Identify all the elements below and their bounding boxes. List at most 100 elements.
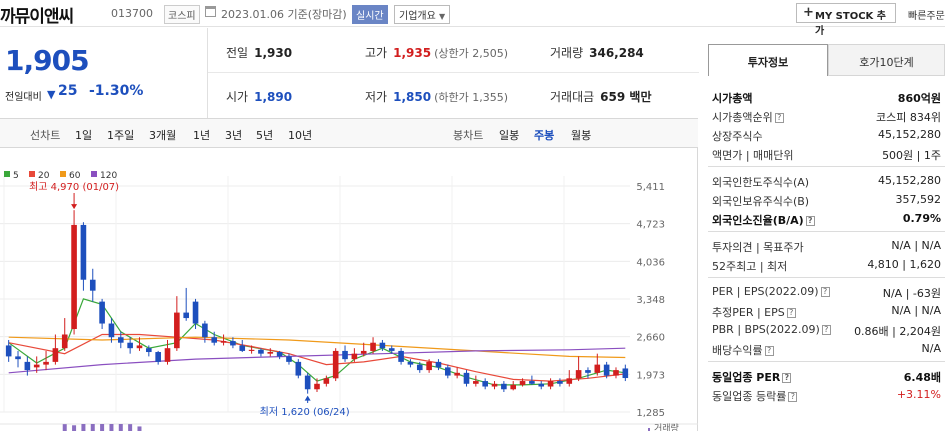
candle-body <box>5 345 12 357</box>
candle-body <box>519 381 526 385</box>
help-icon[interactable]: ? <box>820 287 830 297</box>
help-icon[interactable]: ? <box>805 216 815 226</box>
period-3m[interactable]: 3개월 <box>149 129 177 142</box>
period-1w[interactable]: 1주일 <box>107 129 135 142</box>
help-icon[interactable]: ? <box>774 113 784 123</box>
my-stock-add-button[interactable]: + MY STOCK 추가 <box>796 3 896 37</box>
candle-body <box>351 353 358 360</box>
candle-body <box>295 361 302 376</box>
help-icon[interactable]: ? <box>764 346 774 356</box>
info-row-label: PER | EPS(2022.09)? <box>712 285 830 298</box>
candle-body <box>407 361 414 365</box>
candle-body <box>613 370 619 376</box>
candle-body <box>388 348 395 351</box>
current-price: 1,905 <box>5 44 90 77</box>
candle-body <box>89 279 96 291</box>
y-tick-label: 2,660 <box>636 333 665 344</box>
candle-body <box>304 375 311 390</box>
period-5y[interactable]: 5년 <box>256 129 274 142</box>
down-triangle-icon: ▼ <box>47 88 56 101</box>
help-icon[interactable]: ? <box>788 392 798 402</box>
group-separator <box>708 166 945 167</box>
candle-body <box>398 350 404 362</box>
plus-icon: + <box>803 5 814 20</box>
help-icon[interactable]: ? <box>782 373 792 383</box>
candle-body <box>435 361 442 368</box>
period-1d[interactable]: 1일 <box>75 129 93 142</box>
info-row-label: 외국인한도주식수(A) <box>712 176 810 189</box>
candle-body <box>547 381 554 387</box>
candle-body <box>71 224 77 330</box>
line-chart-label: 선차트 <box>30 129 61 142</box>
period-10y[interactable]: 10년 <box>288 129 313 142</box>
candle-body <box>314 383 320 390</box>
candle-monthly[interactable]: 월봉 <box>571 129 592 142</box>
candle-body <box>594 364 601 373</box>
info-row-label: 배당수익률? <box>712 342 774 358</box>
price-chart[interactable]: 5,411 4,723 4,036 3,348 2,660 1,973 1,285 5 20 60… <box>0 148 698 431</box>
candle-body <box>136 345 143 349</box>
volume: 거래량 346,284 <box>550 44 644 61</box>
lower-limit: (하한가 1,355) <box>434 91 508 104</box>
candle-body <box>482 381 488 387</box>
period-1y[interactable]: 1년 <box>193 129 211 142</box>
info-row: 52주최고 | 최저 4,810 | 1,620 <box>708 256 945 274</box>
day-low-value: 1,850 <box>393 90 432 104</box>
current-price-box: 1,905 전일대비 ▼ 25 -1.30% <box>0 28 207 118</box>
day-low-label: 저가 <box>365 90 388 104</box>
info-row: PBR | BPS(2022.09)? 0.86배 | 2,204원 <box>708 321 945 339</box>
moving-average-line <box>8 347 626 374</box>
candle-body <box>174 312 180 349</box>
candle-body <box>99 301 105 324</box>
candle-body <box>61 334 68 349</box>
info-row-label: 동일업종 등락률? <box>712 388 798 404</box>
volume-value: 346,284 <box>589 46 644 60</box>
candle-body <box>473 381 479 384</box>
info-row-value: +3.11% <box>896 388 941 401</box>
candle-body <box>426 361 432 371</box>
high-arrow-head <box>71 204 78 210</box>
info-row: 상장주식수 45,152,280 <box>708 126 945 144</box>
info-row-value: N/A | N/A <box>891 304 941 317</box>
period-3y[interactable]: 3년 <box>225 129 243 142</box>
candle-body <box>15 356 21 360</box>
legend-label: 5 <box>13 171 19 181</box>
help-icon[interactable]: ? <box>786 308 796 318</box>
company-overview-dropdown[interactable]: 기업개요 ▼ <box>394 5 451 24</box>
realtime-button[interactable]: 실시간 <box>352 5 388 24</box>
quick-order-link[interactable]: 빠른주문 <box>908 11 945 22</box>
info-row-value: N/A | -63원 <box>882 287 941 300</box>
info-row-label: 외국인소진율(B/A)? <box>712 212 815 228</box>
info-row-label: 추정PER | EPS? <box>712 304 796 320</box>
info-row-value: 500원 | 1주 <box>882 149 941 162</box>
help-icon[interactable]: ? <box>821 325 831 335</box>
candle-weekly[interactable]: 주봉 <box>534 129 555 142</box>
volume-label: 거래량 <box>550 46 584 60</box>
candle-body <box>220 341 227 343</box>
info-row-value: 6.48배 <box>903 371 941 384</box>
tab-hoga-10[interactable]: 호가10단계 <box>828 44 945 76</box>
candle-body <box>445 367 451 376</box>
day-high: 고가 1,935 (상한가 2,505) <box>365 44 508 61</box>
volume-legend-swatch <box>648 428 650 431</box>
base-date: 2023.01.06 기준(장마감) <box>221 8 347 21</box>
volume-bar <box>128 424 133 431</box>
tab-invest-info[interactable]: 투자정보 <box>708 44 828 76</box>
open-value: 1,890 <box>254 90 293 104</box>
candle-body <box>108 323 115 338</box>
group-separator <box>708 231 945 232</box>
candle-body <box>538 383 545 387</box>
legend-swatch <box>60 171 66 177</box>
group-separator <box>708 361 945 362</box>
y-tick-label: 4,036 <box>636 257 665 268</box>
info-row-value: 860억원 <box>897 92 941 105</box>
candle-body <box>332 350 339 379</box>
price-change-percent: -1.30% <box>89 83 144 99</box>
stock-header: 까뮤이앤씨 013700 코스피 2023.01.06 기준(장마감) 실시간 … <box>0 0 945 37</box>
info-row-value: 0.79% <box>902 212 941 225</box>
info-row-label: 52주최고 | 최저 <box>712 260 788 273</box>
trade-amount: 거래대금 659 백만 <box>550 88 651 105</box>
candle-daily[interactable]: 일봉 <box>499 129 520 142</box>
moving-average-line <box>8 336 626 359</box>
investment-info-panel: 투자정보 호가10단계 시가총액 860억원 시가총액순위? 코스피 834위 상장주식… <box>708 44 945 431</box>
